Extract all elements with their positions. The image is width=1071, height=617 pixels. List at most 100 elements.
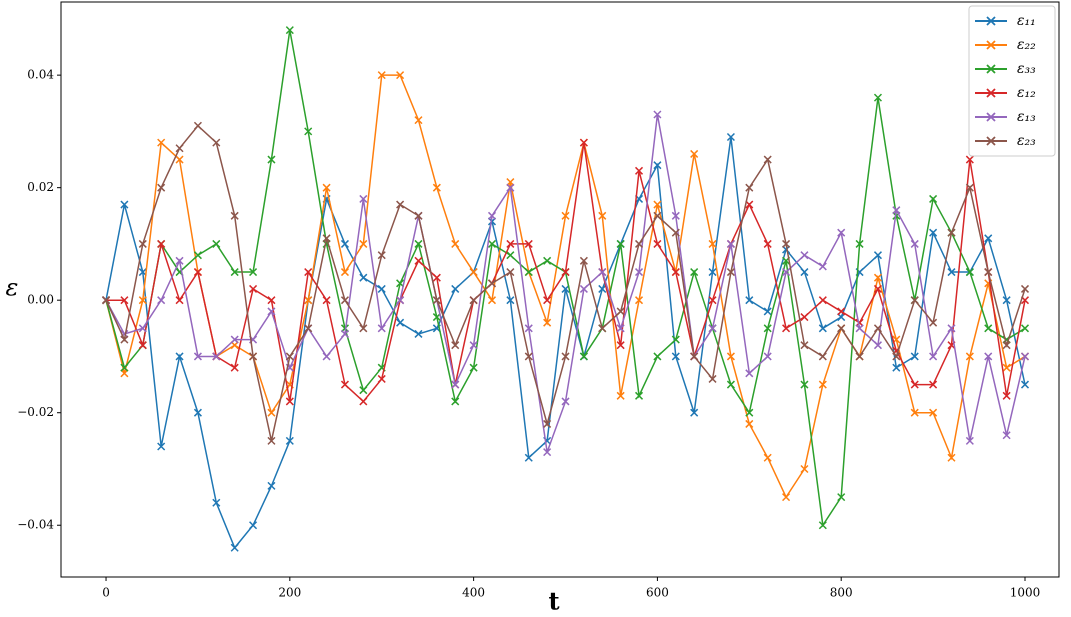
marker	[579, 256, 588, 265]
marker	[635, 391, 644, 400]
marker	[690, 408, 699, 417]
marker	[800, 251, 809, 260]
marker	[1002, 431, 1011, 440]
marker	[506, 268, 515, 277]
marker	[910, 239, 919, 248]
marker	[800, 380, 809, 389]
marker	[157, 183, 166, 192]
marker	[818, 324, 827, 333]
marker	[377, 374, 386, 383]
marker	[230, 268, 239, 277]
legend-label: ε₂₂	[1017, 37, 1036, 53]
marker	[469, 363, 478, 372]
marker	[653, 200, 662, 209]
marker	[120, 296, 129, 305]
marker	[193, 268, 202, 277]
marker	[653, 211, 662, 220]
marker	[506, 183, 515, 192]
marker	[396, 71, 405, 80]
marker	[965, 155, 974, 164]
marker	[800, 341, 809, 350]
marker	[984, 324, 993, 333]
marker	[818, 352, 827, 361]
marker	[249, 521, 258, 530]
marker	[120, 363, 129, 372]
marker	[947, 324, 956, 333]
line	[105, 124, 1026, 442]
marker	[671, 335, 680, 344]
legend-label: ε₃₃	[1017, 61, 1036, 77]
marker	[101, 296, 111, 305]
marker	[763, 453, 772, 462]
legend-marker	[986, 136, 996, 146]
marker	[855, 352, 864, 361]
marker	[267, 307, 276, 316]
legend-label: ε₁₁	[1017, 13, 1036, 29]
marker	[763, 239, 772, 248]
marker	[138, 296, 147, 305]
marker	[800, 268, 809, 277]
y-tick-label: 0.00	[27, 293, 54, 307]
marker	[524, 324, 533, 333]
marker	[892, 352, 901, 361]
legend-marker	[986, 112, 996, 122]
marker	[267, 408, 276, 417]
marker	[800, 313, 809, 322]
series	[101, 132, 1030, 552]
marker	[745, 419, 754, 428]
marker	[212, 239, 221, 248]
marker	[230, 335, 239, 344]
marker	[763, 352, 772, 361]
marker	[947, 228, 956, 237]
legend-marker	[986, 16, 996, 26]
marker	[157, 138, 166, 147]
marker	[818, 296, 827, 305]
marker	[745, 369, 754, 378]
y-tick-label: −0.02	[17, 405, 54, 419]
marker	[414, 211, 423, 220]
marker	[469, 296, 478, 305]
marker	[267, 155, 276, 164]
marker	[212, 138, 221, 147]
marker	[726, 239, 735, 248]
marker	[138, 239, 147, 248]
marker	[377, 251, 386, 260]
marker	[377, 71, 386, 80]
marker	[910, 408, 919, 417]
marker	[653, 352, 662, 361]
marker	[947, 453, 956, 462]
marker	[929, 408, 938, 417]
marker	[543, 256, 552, 265]
marker	[1020, 324, 1030, 333]
marker	[579, 352, 588, 361]
marker	[340, 380, 349, 389]
marker	[267, 481, 276, 490]
marker	[340, 268, 349, 277]
marker	[671, 228, 680, 237]
marker	[965, 183, 974, 192]
marker	[984, 268, 993, 277]
legend-label: ε₂₃	[1017, 133, 1036, 149]
x-tick-label: 400	[462, 586, 485, 600]
x-axis-label: t	[548, 587, 559, 616]
marker	[396, 296, 405, 305]
marker	[1020, 352, 1030, 361]
marker	[414, 329, 423, 338]
marker	[487, 279, 497, 288]
marker	[432, 296, 441, 305]
marker	[855, 324, 864, 333]
marker	[377, 284, 386, 293]
marker	[965, 268, 974, 277]
marker	[175, 296, 184, 305]
x-tick-label: 0	[102, 586, 110, 600]
marker	[929, 228, 938, 237]
marker	[690, 149, 699, 158]
marker	[671, 211, 680, 220]
marker	[561, 397, 570, 406]
marker	[359, 386, 368, 395]
marker	[396, 279, 405, 288]
marker	[837, 493, 846, 502]
marker	[487, 296, 497, 305]
marker	[193, 121, 202, 130]
marker	[451, 380, 460, 389]
